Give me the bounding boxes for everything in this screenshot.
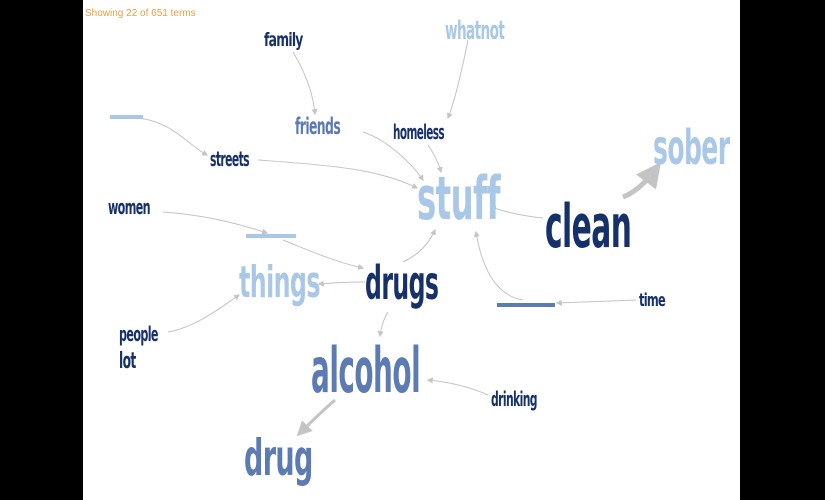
term-links [137,39,662,437]
term-friends[interactable]: friends [295,114,341,140]
link-drugs-things [317,280,366,287]
link-people-things [167,294,240,333]
term-time[interactable]: time [639,290,666,311]
link-blank-stuff [473,230,524,301]
link-clean-stuff [489,205,544,219]
term-alcohol[interactable]: alcohol [311,334,421,407]
term-clean[interactable]: clean [545,192,632,262]
term-whatnot[interactable]: whatnot [445,16,505,46]
link-whatnot-homeless [446,39,469,120]
link-streets-stuff [257,159,419,189]
term-people[interactable]: people [119,322,158,346]
word-tree-canvas: Showing 22 of 651 terms family whatnot f… [83,0,740,500]
term-homeless[interactable]: homeless [393,120,445,144]
blank-term-right[interactable] [497,303,555,307]
term-streets[interactable]: streets [210,147,250,171]
link-drinking-alcohol [426,377,489,396]
term-drug[interactable]: drug [244,429,313,487]
link-drugs-alcohol [377,311,389,338]
link-friends-stuff [362,131,424,181]
link-blank-drugs [282,239,365,270]
blank-term-center[interactable] [246,234,296,238]
link-family-friends [292,51,318,116]
term-women[interactable]: women [108,195,151,219]
link-drugs-stuff [402,228,436,263]
term-lot[interactable]: lot [119,349,136,374]
right-black-margin [740,0,825,500]
terms-count-status: Showing 22 of 651 terms [85,8,196,19]
link-women-blank [162,211,269,235]
term-sober[interactable]: sober [653,120,730,176]
link-clean-sober [622,162,662,200]
term-family[interactable]: family [264,29,303,51]
term-things[interactable]: things [239,257,320,308]
link-homeless-stuff [427,144,443,174]
term-drinking[interactable]: drinking [491,387,538,411]
term-stuff[interactable]: stuff [417,164,501,234]
link-time-blank [555,299,637,306]
blank-term-left[interactable] [110,115,143,119]
term-drugs[interactable]: drugs [365,256,439,310]
link-blank-streets [137,117,209,156]
link-alcohol-drug [296,398,336,437]
